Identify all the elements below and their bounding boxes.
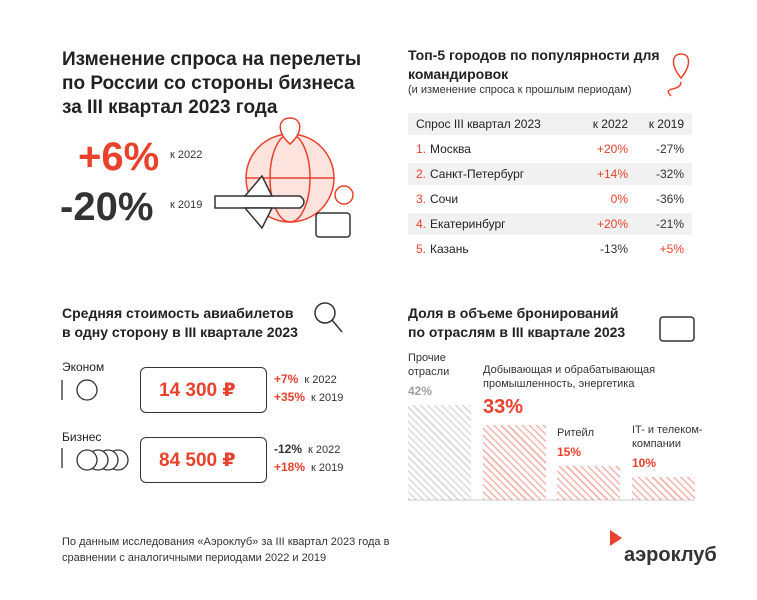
table-row: 2. Санкт-Петербург +14% -32% — [408, 163, 692, 185]
category: IT- и телеком-компании — [632, 424, 703, 451]
table-row: 3. Сочи 0% -36% — [408, 188, 692, 210]
cities-subtitle: (и изменение спроса к прошлым периодам) — [408, 84, 632, 96]
change-label: к 2019 — [311, 462, 344, 474]
change-2019: -32% — [655, 167, 684, 181]
change-2022: -13% — [599, 242, 628, 256]
ticket: 84 500 ₽ — [140, 437, 267, 483]
bar — [632, 477, 695, 500]
bar — [557, 466, 620, 500]
logo: аэроклуб — [624, 544, 717, 566]
footnote: По данным исследования «Аэроклуб» за III… — [62, 536, 390, 564]
change-value: +18% — [274, 460, 306, 474]
pin-icon — [667, 53, 690, 97]
city: Москва — [430, 142, 471, 156]
change-value: +35% — [274, 390, 306, 404]
category: Ритейл — [557, 427, 595, 440]
demand-value: +6% — [78, 135, 160, 179]
change-2022: +14% — [596, 167, 628, 181]
demand-label: к 2022 — [170, 149, 203, 161]
change-label: к 2019 — [311, 392, 344, 404]
table-row: 5. Казань -13% +5% — [408, 238, 692, 260]
logo-mark — [610, 530, 622, 546]
change-label: к 2022 — [308, 444, 341, 456]
search-icon — [314, 302, 343, 333]
case-icon — [315, 212, 351, 238]
value-label: 33% — [483, 396, 524, 419]
category: Добывающая и обрабатывающая промышленнос… — [483, 364, 656, 391]
case-icon — [659, 316, 695, 342]
city: Сочи — [430, 192, 459, 206]
rank: 2. — [416, 167, 427, 181]
airfare-title: Средняя стоимость авиабилетов в одну сто… — [62, 305, 298, 340]
table-row: 1. Москва +20% -27% — [408, 138, 692, 160]
bar-label: IT- и телеком-компании 10% — [632, 423, 712, 471]
change: +35% к 2019 — [274, 390, 343, 404]
change-value: -12% — [274, 442, 303, 456]
bar — [483, 425, 546, 500]
price: 14 300 ₽ — [159, 380, 236, 401]
bar-label: Ритейл 15% — [557, 426, 617, 460]
change-label: к 2022 — [304, 374, 337, 386]
change-2019: -21% — [655, 217, 684, 231]
rank: 5. — [416, 242, 427, 256]
ticket: 14 300 ₽ — [140, 367, 267, 413]
clock-icons — [61, 379, 129, 471]
value-label: 15% — [557, 445, 582, 460]
change-2019: -27% — [655, 142, 684, 156]
change-2022: +20% — [596, 217, 628, 231]
city: Санкт-Петербург — [430, 167, 525, 181]
change: +7% к 2022 — [274, 372, 337, 386]
change-2022: +20% — [596, 142, 628, 156]
title: Изменение спроса на перелеты по России с… — [62, 49, 362, 118]
city: Екатеринбург — [430, 217, 506, 231]
class-name: Эконом — [62, 360, 105, 374]
rank: 4. — [416, 217, 427, 231]
value-label: 42% — [408, 384, 433, 398]
change: -12% к 2022 — [274, 442, 340, 456]
column-header: к 2019 — [648, 117, 684, 131]
demand-value: -20% — [60, 185, 154, 229]
rank: 1. — [416, 142, 427, 156]
table-row: 4. Екатеринбург +20% -21% — [408, 213, 692, 235]
plane-icon — [214, 174, 305, 230]
rank: 3. — [416, 192, 427, 206]
sectors-title: Доля в объеме бронирований по отраслям в… — [408, 305, 626, 340]
bar — [408, 405, 471, 500]
bar-label: Добывающая и обрабатывающая промышленнос… — [483, 363, 663, 419]
change-2022: 0% — [610, 192, 628, 206]
class-name: Бизнес — [62, 430, 102, 444]
price: 84 500 ₽ — [159, 450, 236, 471]
change-2019: +5% — [659, 242, 684, 256]
cities-title: Топ-5 городов по популярности для команд… — [408, 47, 660, 82]
value-label: 10% — [632, 456, 657, 471]
city: Казань — [430, 242, 469, 256]
bar-label: Прочие отрасли 42% — [408, 351, 468, 399]
column-header: Спрос III квартал 2023 — [416, 117, 541, 131]
table-header: Спрос III квартал 2023 к 2022 к 2019 — [408, 113, 692, 135]
change-2019: -36% — [655, 192, 684, 206]
category: Прочие отрасли — [408, 352, 450, 378]
column-header: к 2022 — [592, 117, 628, 131]
change: +18% к 2019 — [274, 460, 343, 474]
demand-label: к 2019 — [170, 199, 203, 211]
change-value: +7% — [274, 372, 299, 386]
